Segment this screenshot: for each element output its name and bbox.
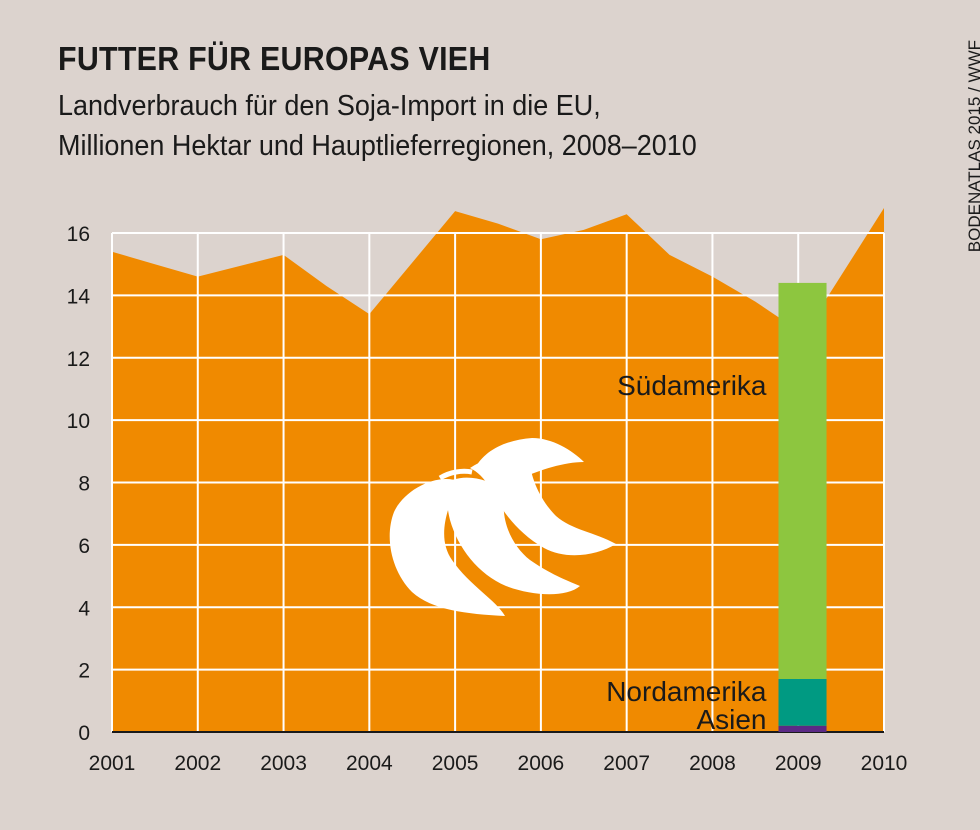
bar-segment-südamerika — [778, 282, 827, 679]
bar-segment-asien — [778, 725, 827, 732]
chart-title: FUTTER FÜR EUROPAS VIEH — [58, 40, 491, 77]
x-tick-label-2007: 2007 — [603, 752, 650, 775]
y-tick-label-4: 4 — [78, 597, 90, 620]
x-tick-label-2004: 2004 — [346, 752, 393, 775]
x-tick-label-2010: 2010 — [861, 752, 908, 775]
x-tick-label-2006: 2006 — [518, 752, 565, 775]
x-tick-label-2009: 2009 — [775, 752, 822, 775]
x-tick-label-2002: 2002 — [174, 752, 221, 775]
chart-subtitle-line-2: Millionen Hektar und Hauptlieferregionen… — [58, 130, 697, 162]
y-tick-label-8: 8 — [78, 473, 90, 496]
soybean-pods-icon — [389, 438, 616, 616]
y-tick-label-0: 0 — [78, 722, 90, 745]
segment-label-südamerika: Südamerika — [617, 370, 767, 401]
x-tick-label-2001: 2001 — [89, 752, 136, 775]
x-axis-tick-labels: 2001 2002 2003 2004 2005 2006 2007 2008 2009 2010 — [89, 752, 908, 775]
segment-label-asien: Asien — [696, 704, 766, 735]
x-tick-label-2008: 2008 — [689, 752, 736, 775]
x-tick-label-2003: 2003 — [260, 752, 307, 775]
y-tick-label-10: 10 — [67, 410, 90, 433]
segment-label-nordamerika: Nordamerika — [606, 676, 767, 707]
y-tick-label-2: 2 — [78, 660, 90, 683]
chart-subtitle-line-1: Landverbrauch für den Soja-Import in die… — [58, 90, 601, 122]
y-tick-label-12: 12 — [67, 348, 90, 371]
y-tick-label-6: 6 — [78, 535, 90, 558]
y-axis-tick-labels: 0 2 4 6 8 10 12 14 16 — [67, 223, 91, 745]
bar-segment-nordamerika — [778, 678, 827, 726]
stacked-bar-2009 — [778, 282, 827, 732]
x-tick-label-2005: 2005 — [432, 752, 479, 775]
y-tick-label-16: 16 — [67, 223, 90, 246]
y-tick-label-14: 14 — [67, 285, 91, 308]
